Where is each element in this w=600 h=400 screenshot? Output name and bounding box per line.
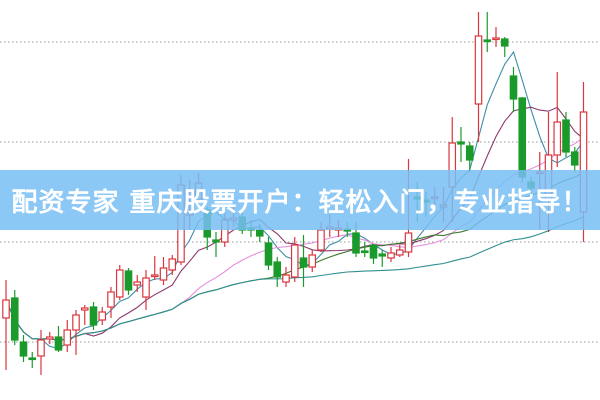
candle-up (45, 336, 54, 340)
candle-up (159, 267, 168, 281)
candle-down (369, 244, 378, 259)
candle-down (124, 270, 133, 291)
candle-up (133, 281, 142, 286)
candle-up (308, 254, 317, 268)
candle-up (63, 329, 72, 346)
candle-up (37, 339, 45, 357)
candle-down (19, 341, 28, 357)
candle-up (150, 274, 159, 278)
candle-up (290, 244, 299, 278)
candle-up (142, 277, 150, 298)
candle-down (54, 336, 63, 351)
candle-down (465, 145, 474, 161)
candle-down (509, 75, 518, 100)
candle-up (2, 299, 10, 319)
candle-down (500, 38, 509, 47)
candle-down (360, 250, 369, 254)
candle-down (212, 239, 220, 243)
banner-title: 配资专家 重庆股票开户：轻松入门，专业指导！ (11, 187, 589, 218)
candle-up (168, 258, 177, 271)
candle-up (72, 314, 80, 331)
candle-down (273, 261, 282, 278)
candle-down (264, 242, 273, 266)
candle-down (10, 297, 19, 341)
candle-down (457, 141, 465, 145)
candle-down (483, 39, 492, 43)
candle-up (553, 121, 562, 156)
candle-down (352, 232, 360, 254)
title-banner: 配资专家 重庆股票开户：轻松入门，专业指导！ (0, 170, 600, 230)
candle-up (80, 307, 89, 311)
candle-up (282, 274, 290, 283)
candle-up (404, 232, 413, 253)
candle-down (518, 97, 527, 178)
candle-down (28, 357, 37, 361)
candle-down (570, 151, 579, 166)
candle-up (98, 311, 107, 321)
candle-up (492, 37, 500, 41)
candle-up (395, 249, 404, 256)
candle-down (255, 229, 264, 237)
candle-down (299, 257, 308, 268)
candle-down (378, 253, 387, 257)
candle-up (474, 35, 483, 105)
candle-down (562, 119, 570, 153)
candle-up (107, 291, 115, 308)
candle-up (115, 269, 124, 298)
candle-up (317, 229, 325, 251)
candle-down (89, 306, 98, 326)
candle-up (387, 252, 395, 259)
